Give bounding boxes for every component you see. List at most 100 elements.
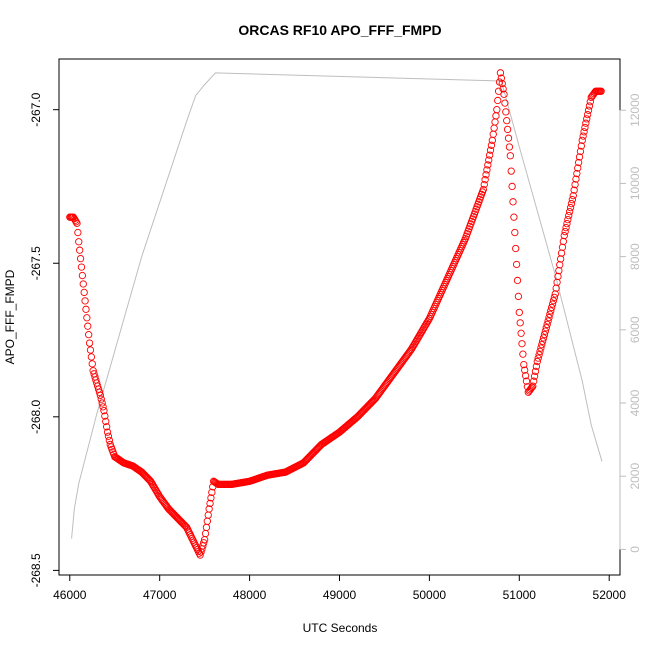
data-point: [395, 362, 403, 371]
data-point: [520, 360, 528, 369]
data-point: [566, 204, 575, 212]
x-tick-label: 49000: [323, 588, 357, 602]
data-point: [510, 213, 518, 221]
data-point: [383, 378, 391, 387]
data-point: [77, 263, 86, 271]
data-point: [381, 381, 389, 389]
data-point: [532, 362, 541, 371]
data-point: [203, 517, 211, 525]
data-point: [388, 371, 397, 379]
plot-frame: [58, 58, 621, 576]
data-point: [521, 372, 530, 380]
data-point: [96, 391, 105, 399]
data-point: [535, 351, 543, 359]
x-tick-label: 50000: [413, 588, 447, 602]
y2-tick-label: 2000: [628, 463, 642, 490]
data-point: [587, 93, 595, 102]
data-point: [530, 372, 539, 380]
data-point: [553, 278, 561, 286]
data-point: [566, 207, 574, 216]
data-point: [574, 158, 583, 167]
data-point: [513, 276, 522, 285]
data-point: [502, 108, 510, 116]
data-point: [380, 382, 389, 390]
data-point: [573, 169, 581, 178]
y2-tick-label: 12000: [628, 93, 642, 127]
data-point: [525, 387, 533, 395]
data-point: [504, 134, 513, 142]
y-tick-label: -268.5: [29, 553, 43, 587]
data-point: [79, 280, 87, 288]
data-point: [81, 297, 89, 305]
data-point: [373, 392, 381, 400]
data-point: [95, 388, 104, 396]
data-point: [389, 370, 398, 378]
data-point: [536, 347, 544, 356]
x-axis: 46000 47000 48000 49000 50000 51000 52000: [53, 574, 626, 602]
data-point: [533, 357, 541, 366]
data-point: [562, 223, 570, 232]
y2-tick-label: 4000: [628, 389, 642, 416]
data-point: [208, 488, 216, 497]
data-point: [158, 496, 167, 505]
data-point: [489, 130, 497, 138]
data-point: [516, 319, 524, 327]
data-point: [508, 182, 516, 191]
data-point: [527, 384, 535, 393]
data-point: [574, 164, 582, 172]
data-point: [482, 171, 490, 179]
data-point: [372, 393, 381, 401]
data-point: [201, 529, 210, 538]
data-point: [207, 494, 215, 502]
data-point: [563, 219, 571, 228]
data-point: [588, 92, 596, 100]
data-point: [104, 432, 113, 440]
y-tick-label: -268.0: [29, 399, 43, 433]
data-point: [379, 383, 388, 391]
data-point: [541, 327, 550, 335]
data-point: [87, 353, 96, 361]
data-point: [159, 497, 167, 506]
data-point: [481, 176, 489, 184]
data-point: [200, 539, 208, 547]
data-point: [76, 254, 85, 263]
data-point: [479, 185, 487, 194]
data-point: [98, 399, 106, 407]
data-point: [76, 246, 84, 254]
data-point: [524, 388, 532, 396]
data-point: [546, 310, 554, 318]
data-point: [529, 382, 537, 390]
x-tick-label: 48000: [233, 588, 267, 602]
data-point: [518, 340, 526, 348]
data-point: [387, 373, 395, 382]
data-point: [512, 260, 521, 269]
data-point: [557, 249, 566, 257]
data-point: [80, 288, 88, 297]
data-point: [156, 493, 164, 501]
data-point: [73, 219, 81, 227]
x-tick-label: 51000: [503, 588, 537, 602]
data-point: [375, 389, 383, 398]
data-point: [392, 366, 400, 374]
y2-tick-label: 10000: [628, 166, 642, 200]
data-point: [558, 243, 567, 251]
data-point: [156, 494, 165, 502]
data-point: [583, 115, 591, 123]
data-point: [82, 305, 90, 313]
data-point: [515, 308, 523, 317]
data-point: [538, 340, 546, 349]
data-point: [539, 334, 548, 342]
data-point: [507, 167, 515, 175]
data-point: [509, 198, 517, 206]
y-tick-label: -267.0: [29, 92, 43, 126]
data-point: [539, 337, 547, 345]
data-point: [505, 143, 514, 151]
data-point: [499, 85, 507, 93]
x-tick-label: 46000: [53, 588, 87, 602]
y2-tick-label: 0: [628, 546, 642, 553]
data-point: [568, 196, 576, 204]
data-point: [102, 417, 110, 426]
data-point: [521, 366, 529, 374]
data-point: [490, 124, 498, 132]
data-point: [74, 228, 82, 237]
